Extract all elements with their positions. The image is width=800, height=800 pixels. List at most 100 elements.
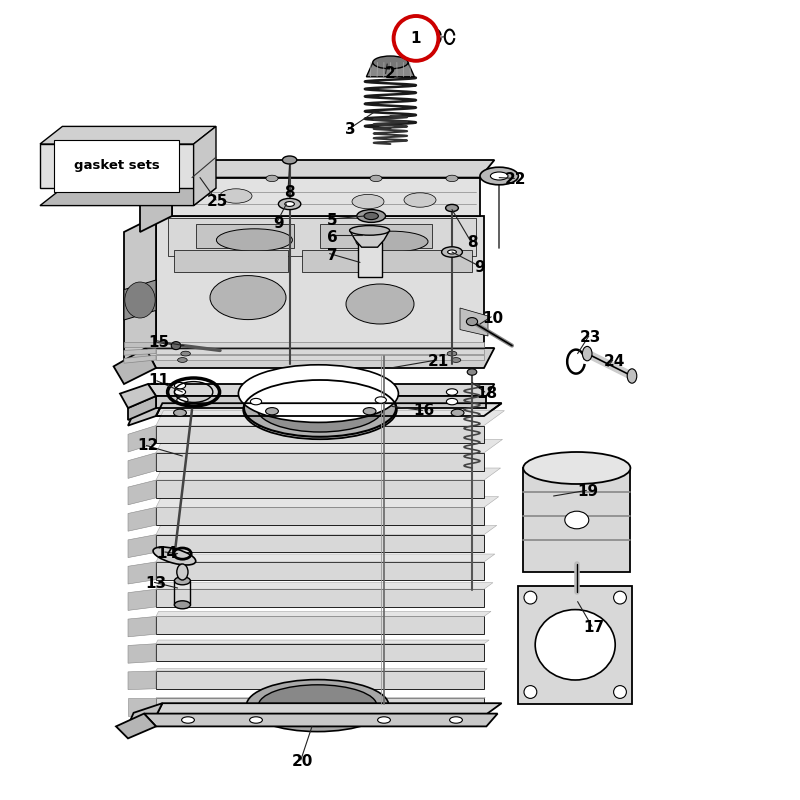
Ellipse shape [363,407,376,414]
Text: 9: 9 [273,217,284,231]
Polygon shape [124,342,156,347]
Polygon shape [144,714,498,726]
Polygon shape [156,507,484,525]
Ellipse shape [278,198,301,210]
Ellipse shape [210,275,286,319]
Ellipse shape [250,717,262,723]
Ellipse shape [451,409,464,416]
Ellipse shape [178,358,187,362]
Polygon shape [40,188,216,206]
Polygon shape [156,589,484,607]
Ellipse shape [378,717,390,723]
Ellipse shape [446,204,458,212]
Polygon shape [156,703,502,716]
Ellipse shape [467,369,477,375]
Ellipse shape [282,156,297,164]
Polygon shape [156,640,489,644]
Ellipse shape [358,238,382,246]
Text: 2: 2 [385,66,396,81]
Polygon shape [366,62,414,77]
Text: 1: 1 [410,31,422,46]
Circle shape [394,16,438,61]
Polygon shape [124,280,156,320]
Polygon shape [156,403,502,416]
Polygon shape [156,582,493,589]
Ellipse shape [451,358,461,362]
Polygon shape [156,216,484,348]
Polygon shape [128,703,162,726]
Ellipse shape [357,210,386,222]
Text: 25: 25 [207,194,228,209]
Polygon shape [156,526,497,534]
Polygon shape [114,348,156,384]
Ellipse shape [490,172,508,180]
Text: 15: 15 [148,335,169,350]
Polygon shape [156,439,502,453]
Ellipse shape [373,56,408,69]
Polygon shape [146,348,494,368]
Ellipse shape [614,591,626,604]
Polygon shape [518,586,632,704]
Ellipse shape [565,511,589,529]
Text: 11: 11 [148,374,169,388]
Polygon shape [128,698,156,716]
Polygon shape [156,534,484,552]
Ellipse shape [266,407,278,414]
Text: 9: 9 [474,260,486,274]
Ellipse shape [450,717,462,723]
Ellipse shape [524,591,537,604]
Polygon shape [140,178,172,232]
Text: 12: 12 [138,438,158,453]
Ellipse shape [216,229,293,251]
Ellipse shape [257,384,383,432]
Text: 7: 7 [326,248,338,262]
Polygon shape [40,126,216,144]
Polygon shape [156,617,484,634]
Ellipse shape [404,193,436,207]
Polygon shape [124,349,156,355]
Ellipse shape [375,397,386,403]
Polygon shape [128,396,156,420]
Polygon shape [320,224,432,248]
Polygon shape [128,480,156,505]
Polygon shape [116,714,156,738]
Polygon shape [148,384,494,396]
Ellipse shape [352,194,384,209]
Ellipse shape [370,175,382,182]
Polygon shape [168,218,476,256]
Ellipse shape [448,250,456,254]
Polygon shape [124,355,156,363]
Ellipse shape [346,284,414,324]
Ellipse shape [446,398,458,405]
Polygon shape [128,453,156,478]
Ellipse shape [627,369,637,383]
Polygon shape [156,554,495,562]
Polygon shape [156,644,484,662]
Text: 3: 3 [345,122,356,137]
Ellipse shape [244,379,396,437]
Polygon shape [156,562,484,580]
Polygon shape [172,178,480,216]
Text: 18: 18 [476,386,497,401]
Polygon shape [128,644,156,663]
Polygon shape [156,355,484,360]
Ellipse shape [258,685,377,726]
Polygon shape [174,250,288,272]
Polygon shape [196,224,294,248]
Ellipse shape [356,231,428,252]
Polygon shape [156,497,498,507]
Polygon shape [156,342,484,347]
Text: 13: 13 [146,577,166,591]
Polygon shape [126,160,172,194]
Ellipse shape [246,680,389,731]
Ellipse shape [535,610,615,680]
Text: 17: 17 [583,621,604,635]
Bar [358,242,382,277]
Ellipse shape [238,365,398,422]
Polygon shape [128,671,156,690]
Ellipse shape [186,175,198,182]
Polygon shape [156,611,491,617]
Ellipse shape [171,342,181,350]
Ellipse shape [447,351,457,356]
Text: 16: 16 [414,403,434,418]
